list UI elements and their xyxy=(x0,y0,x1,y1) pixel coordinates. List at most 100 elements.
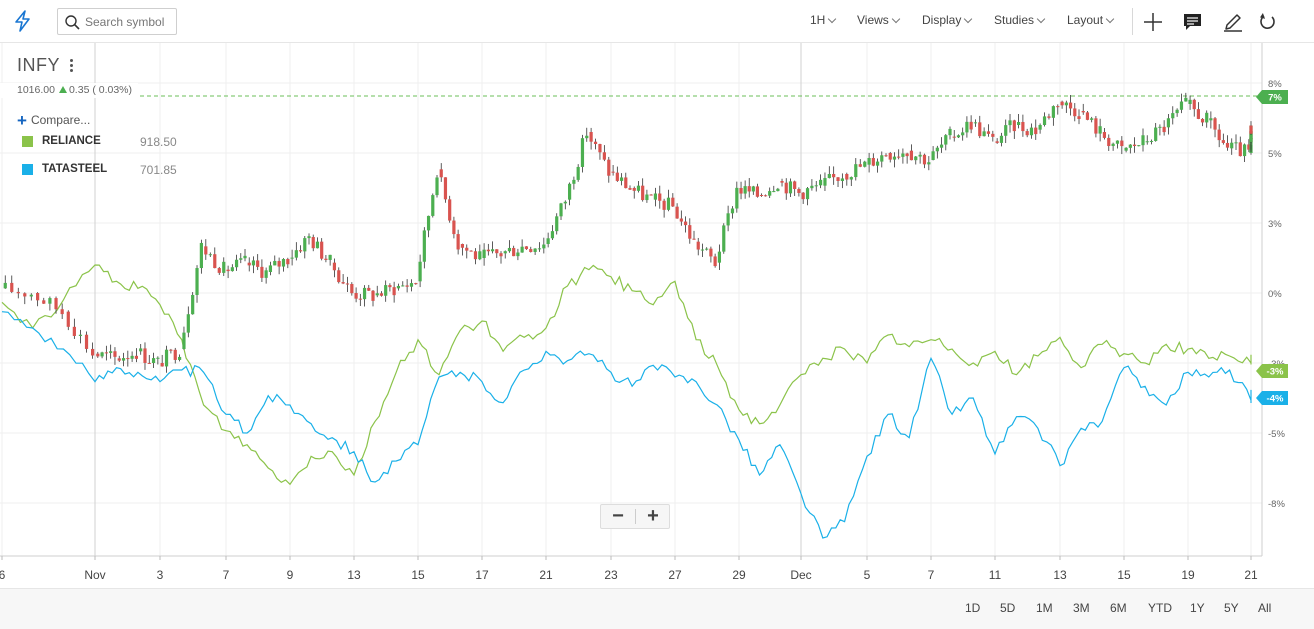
candle-down xyxy=(320,241,324,259)
candle-up xyxy=(139,348,143,352)
interval-dropdown[interactable]: 1H xyxy=(810,13,837,27)
candle-up xyxy=(542,244,546,249)
zoom-controls: − + xyxy=(600,504,670,529)
price-chart[interactable]: 8% 5% 3% 0% -3% -5% -8% 6 Nov 3 7 9 13 15 17 21 23 27 29 D… xyxy=(0,43,1314,588)
range-selector-bar: 1D 5D 1M 3M 6M YTD 1Y 5Y All xyxy=(0,588,1314,629)
refresh-icon[interactable] xyxy=(1256,11,1278,33)
candle-up xyxy=(546,238,550,244)
candle-up xyxy=(645,194,649,201)
candle-down xyxy=(632,188,636,191)
y-tick-label: 5% xyxy=(1268,149,1282,160)
studies-menu[interactable]: Studies xyxy=(994,13,1046,27)
candle-up xyxy=(516,252,520,257)
candle-up xyxy=(956,135,961,138)
candle-up xyxy=(965,121,969,133)
range-ytd[interactable]: YTD xyxy=(1148,601,1172,615)
candle-up xyxy=(1249,131,1253,142)
candle-up xyxy=(1115,140,1120,144)
candle-up xyxy=(426,215,431,231)
candle-up xyxy=(307,236,311,239)
range-5y[interactable]: 5Y xyxy=(1224,601,1239,615)
range-3m[interactable]: 3M xyxy=(1073,601,1090,615)
candle-down xyxy=(126,358,130,360)
legend-value: 918.50 xyxy=(140,135,177,149)
price-tag-label: -3% xyxy=(1267,367,1284,378)
candle-down xyxy=(709,248,713,257)
candle-down xyxy=(1249,125,1253,134)
candle-down xyxy=(602,152,606,160)
candle-down xyxy=(611,171,615,173)
candle-down xyxy=(354,293,358,299)
zoom-in-button[interactable]: + xyxy=(647,505,659,527)
candle-down xyxy=(173,349,177,360)
candle-up xyxy=(230,267,234,272)
candle-up xyxy=(208,254,212,256)
more-options-icon[interactable] xyxy=(66,57,76,73)
candle-up xyxy=(999,135,1004,143)
range-6m[interactable]: 6M xyxy=(1110,601,1127,615)
candle-down xyxy=(358,298,362,300)
candle-up xyxy=(939,144,944,148)
range-5d[interactable]: 5D xyxy=(1000,601,1016,615)
candle-down xyxy=(324,258,328,260)
candle-down xyxy=(1247,144,1251,150)
candle-up xyxy=(944,135,948,145)
x-tick-label: 19 xyxy=(1181,568,1195,582)
lightning-logo-icon[interactable] xyxy=(12,10,34,32)
range-1y[interactable]: 1Y xyxy=(1190,601,1205,615)
top-toolbar: 1H Views Display Studies Layout xyxy=(0,0,1314,43)
candle-down xyxy=(460,244,465,248)
pencil-icon[interactable] xyxy=(1222,11,1244,33)
candle-down xyxy=(341,282,345,284)
crosshair-icon[interactable] xyxy=(1142,11,1164,33)
candle-down xyxy=(784,182,788,194)
range-1d[interactable]: 1D xyxy=(965,601,981,615)
x-tick-label: 13 xyxy=(1053,568,1067,582)
search-input[interactable] xyxy=(85,12,173,32)
candle-up xyxy=(418,261,422,282)
comment-icon[interactable] xyxy=(1182,11,1204,33)
candle-down xyxy=(54,298,58,310)
candle-up xyxy=(1209,118,1213,121)
candle-down xyxy=(905,153,909,157)
candle-down xyxy=(448,199,452,221)
y-tick-label: 8% xyxy=(1268,79,1282,90)
candle-up xyxy=(961,132,965,136)
candle-down xyxy=(96,353,100,357)
x-tick-label: 3 xyxy=(157,568,164,582)
display-menu[interactable]: Display xyxy=(922,13,973,27)
compare-button[interactable]: + Compare... xyxy=(17,111,91,130)
candle-down xyxy=(473,251,478,260)
candle-up xyxy=(717,251,722,263)
candle-down xyxy=(688,225,692,239)
legend-symbol: RELIANCE xyxy=(42,135,101,147)
symbol-title[interactable]: INFY xyxy=(17,55,61,75)
views-menu[interactable]: Views xyxy=(857,13,901,27)
candle-up xyxy=(130,355,134,359)
zoom-out-button[interactable]: − xyxy=(612,505,624,527)
candle-down xyxy=(495,249,499,254)
candle-down xyxy=(10,282,14,292)
candle-down xyxy=(628,188,632,190)
up-arrow-icon xyxy=(58,86,67,93)
candle-down xyxy=(1200,118,1205,123)
candle-down xyxy=(350,284,354,294)
candle-up xyxy=(576,166,580,180)
candle-up xyxy=(1188,99,1192,104)
candle-down xyxy=(405,285,409,287)
search-box[interactable] xyxy=(57,8,177,35)
range-1m[interactable]: 1M xyxy=(1036,601,1053,615)
candle-up xyxy=(375,293,379,296)
candle-down xyxy=(658,193,662,201)
chart-area[interactable]: 8% 5% 3% 0% -3% -5% -8% 6 Nov 3 7 9 13 15 17 21 23 27 29 D… xyxy=(0,43,1314,588)
candle-up xyxy=(290,257,294,259)
layout-menu[interactable]: Layout xyxy=(1067,13,1115,27)
candle-up xyxy=(195,268,199,295)
x-tick-label: 23 xyxy=(604,568,618,582)
candle-up xyxy=(273,260,277,266)
candle-up xyxy=(726,213,730,226)
range-all[interactable]: All xyxy=(1258,601,1272,615)
candle-up xyxy=(722,225,726,252)
y-tick-label: 3% xyxy=(1268,219,1282,230)
candle-down xyxy=(858,164,862,167)
